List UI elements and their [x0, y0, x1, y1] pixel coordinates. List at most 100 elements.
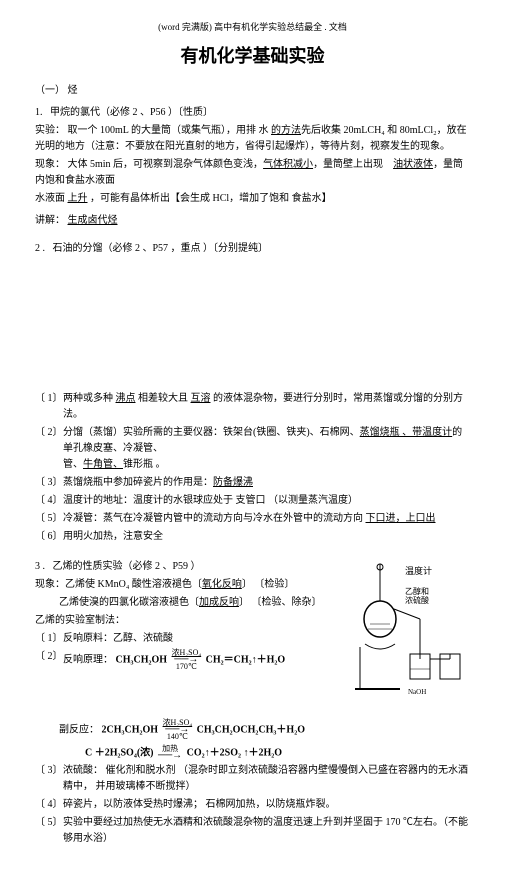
t1: 两种或多种	[63, 393, 116, 404]
n: 〔 4〕	[35, 493, 63, 509]
t1: 现象：乙烯使 KMnO₄ 酸性溶液褪色〔	[35, 579, 202, 590]
item1-phen: 现象： 大体 5min 后，可视察到混杂气体颜色变浅，气体积减小，量筒壁上出现 …	[35, 157, 470, 189]
t1: 大体 5min 后，可视察到混杂气体颜色变浅，	[68, 159, 264, 170]
t: 两种或多种 沸点 相差较大且 互溶 的液体混杂物，要进行分别时，常用蒸馏或分馏的…	[63, 391, 470, 423]
t4: ，可能有晶体析出【会生成 HCl，增加了饱和 食盐水】	[90, 193, 332, 204]
n: 2 .	[35, 243, 45, 254]
apparatus-diagram: 温度计 乙醇和 浓硫酸 NaOH	[350, 559, 470, 705]
n: 〔 1〕	[35, 391, 63, 423]
label: 实验：	[35, 125, 65, 136]
u1: 气体积减小	[263, 159, 313, 170]
label: 讲解：	[35, 215, 65, 226]
eq1-l: CH₃CH₂OH	[116, 654, 168, 665]
n: 〔 5〕	[35, 511, 63, 527]
n: 〔 2〕	[35, 649, 63, 671]
r: CO₂↑＋2SO₂ ↑＋2H₂O	[187, 747, 282, 758]
label: 副反应：	[59, 724, 99, 735]
eq1-r: CH₂＝CH₂↑＋H₂O	[206, 654, 286, 665]
t: 分馏（蒸馏）实验所需的主要仪器：铁架台(铁圈、铁夹)、石棉网、蒸馏烧瓶 、带温度…	[63, 425, 470, 473]
t: 实验中要经过加热使无水酒精和浓硫酸混杂物的温度迅速上升到并坚固于 170 ℃左右…	[63, 815, 470, 847]
u3: 上升	[68, 193, 88, 204]
arrow1: 浓H₂SO₄ ──→ 170℃	[172, 649, 202, 671]
r4: 〔 4〕 碎瓷片，以防液体受热时爆沸； 石棉网加热，以防烧瓶炸裂。	[35, 797, 470, 813]
item2-title: 2 . 石油的分馏（必修 2 、P57 ，重点 ）〔分别提纯〕	[35, 241, 470, 257]
t: 冷凝管：蒸气在冷凝管内管中的流动方向与冷水在外管中的流动方向 下口进，上口出	[63, 511, 470, 527]
bot: 170℃	[172, 663, 202, 671]
bot: 140℃	[163, 733, 193, 741]
t: 用明火加热，注意安全	[63, 529, 470, 545]
label-mix2: 浓硫酸	[405, 595, 429, 605]
t: 乙烯的性质实验（必修 2 、P59 ）	[53, 561, 201, 572]
t: 浓硫酸： 催化剂和脱水剂 （混杂时即立刻浓硫酸沿容器内壁慢慢倒入已盛在容器内的无…	[63, 763, 470, 795]
u: 下口进，上口出	[366, 513, 436, 524]
li6: 〔 6〕 用明火加热，注意安全	[35, 529, 470, 545]
item1-expl: 讲解： 生成卤代烃	[35, 213, 470, 229]
u2: 互溶	[191, 393, 211, 404]
u: 防备爆沸	[213, 477, 253, 488]
t1: 温度计的地址：温度计的水银球应处于 支管口 （以测量蒸汽温度）	[63, 495, 358, 506]
u1: 氧化反响	[202, 579, 242, 590]
diagram-gap	[35, 259, 470, 389]
t2: 〕 〔检验〕	[242, 579, 295, 590]
t: 石油的分馏（必修 2 、P57 ，重点 ）〔分别提纯〕	[53, 243, 269, 254]
t2: ，量筒壁上出现	[313, 159, 383, 170]
r3: 〔 3〕 浓硫酸： 催化剂和脱水剂 （混杂时即立刻浓硫酸沿容器内壁慢慢倒入已盛在…	[35, 763, 470, 795]
u2: 牛角管、	[83, 459, 123, 470]
t: 反响原理： CH₃CH₂OH 浓H₂SO₄ ──→ 170℃ CH₂＝CH₂↑＋…	[63, 649, 342, 671]
item1-exp: 实验： 取一个 100mL 的大量筒（或集气瓶），用排 水 的方法先后收集 20…	[35, 123, 470, 155]
arrow3: 加热 ──→	[158, 745, 182, 761]
label-mix1: 乙醇和	[405, 586, 429, 596]
n: 〔 1〕	[35, 631, 63, 647]
l: 2CH₃CH₂OH	[102, 724, 159, 735]
u: 生成卤代烃	[68, 215, 118, 226]
li4: 〔 4〕 温度计的地址：温度计的水银球应处于 支管口 （以测量蒸汽温度）	[35, 493, 470, 509]
label-naoh: NaOH	[408, 688, 426, 696]
t1: 乙烯使溴的四氯化碳溶液褪色〔	[59, 597, 199, 608]
u1: 沸点	[116, 393, 136, 404]
t: 蒸馏烧瓶中参加碎瓷片的作用是：	[63, 477, 213, 488]
item1-title: 1. 甲烷的氯代（必修 2 、P56 ）〔性质〕	[35, 105, 470, 121]
r1: 〔 1〕 反响原料：乙醇、浓硫酸	[35, 631, 342, 647]
n: 3 .	[35, 561, 45, 572]
side-eq2: C ＋2H₂SO₄(浓) 加热 ──→ CO₂↑＋2SO₂ ↑＋2H₂O	[35, 745, 470, 761]
t2: 〕 〔检验、除杂〕	[239, 597, 322, 608]
u1: 加成反响	[199, 597, 239, 608]
r5: 〔 5〕 实验中要经过加热使无水酒精和浓硫酸混杂物的温度迅速上升到并坚固于 17…	[35, 815, 470, 847]
header-note: (word 完满版) 高中有机化学实验总结最全 . 文档	[35, 20, 470, 34]
li1: 〔 1〕 两种或多种 沸点 相差较大且 互溶 的液体混杂物，要进行分别时，常用蒸…	[35, 391, 470, 423]
section-1-head: （一） 烃	[35, 83, 470, 99]
n: 〔 3〕	[35, 763, 63, 795]
n: 〔 3〕	[35, 475, 63, 491]
t2: 相差较大且	[136, 393, 191, 404]
l: C ＋2H₂SO₄(浓)	[85, 747, 154, 758]
t: 甲烷的氯代（必修 2 、P56 ）〔性质〕	[50, 107, 213, 118]
n: 〔 4〕	[35, 797, 63, 813]
item1-phen2: 水液面 上升 ，可能有晶体析出【会生成 HCl，增加了饱和 食盐水】	[35, 191, 470, 207]
t1: 取一个 100mL 的大量筒（或集气瓶），用排 水	[68, 125, 272, 136]
li3: 〔 3〕 蒸馏烧瓶中参加碎瓷片的作用是：防备爆沸	[35, 475, 470, 491]
n: 〔 2〕	[35, 425, 63, 473]
r2: 〔 2〕 反响原理： CH₃CH₂OH 浓H₂SO₄ ──→ 170℃ CH₂＝…	[35, 649, 342, 671]
u2: 油状液体	[393, 159, 433, 170]
r: CH₃CH₂OCH₂CH₃＋H₂O	[197, 724, 305, 735]
t: 蒸馏烧瓶中参加碎瓷片的作用是：防备爆沸	[63, 475, 470, 491]
n: 〔 6〕	[35, 529, 63, 545]
t: 碎瓷片，以防液体受热时爆沸； 石棉网加热，以防烧瓶炸裂。	[63, 797, 470, 813]
n: 1.	[35, 107, 43, 118]
u1: 蒸馏烧瓶 、带温度计	[360, 427, 453, 438]
label-thermo: 温度计	[405, 565, 432, 576]
t: 温度计的地址：温度计的水银球应处于 支管口 （以测量蒸汽温度）	[63, 493, 470, 509]
mid: ──→	[158, 751, 182, 761]
label: 现象：	[35, 159, 65, 170]
main-title: 有机化学基础实验	[35, 42, 470, 71]
t: 反响原料：乙醇、浓硫酸	[63, 631, 342, 647]
u1: 的方法	[271, 125, 301, 136]
li5: 〔 5〕 冷凝管：蒸气在冷凝管内管中的流动方向与冷水在外管中的流动方向 下口进，…	[35, 511, 470, 527]
t1: 分馏（蒸馏）实验所需的主要仪器：铁架台(铁圈、铁夹)、石棉网、	[63, 427, 360, 438]
li2: 〔 2〕 分馏（蒸馏）实验所需的主要仪器：铁架台(铁圈、铁夹)、石棉网、蒸馏烧瓶…	[35, 425, 470, 473]
n: 〔 5〕	[35, 815, 63, 847]
t1: 冷凝管：蒸气在冷凝管内管中的流动方向与冷水在外管中的流动方向	[63, 513, 366, 524]
t3: 锥形瓶 。	[123, 459, 166, 470]
label: 反响原理：	[63, 654, 113, 665]
arrow2: 浓H₂SO₄ ──→ 140℃	[163, 719, 193, 741]
